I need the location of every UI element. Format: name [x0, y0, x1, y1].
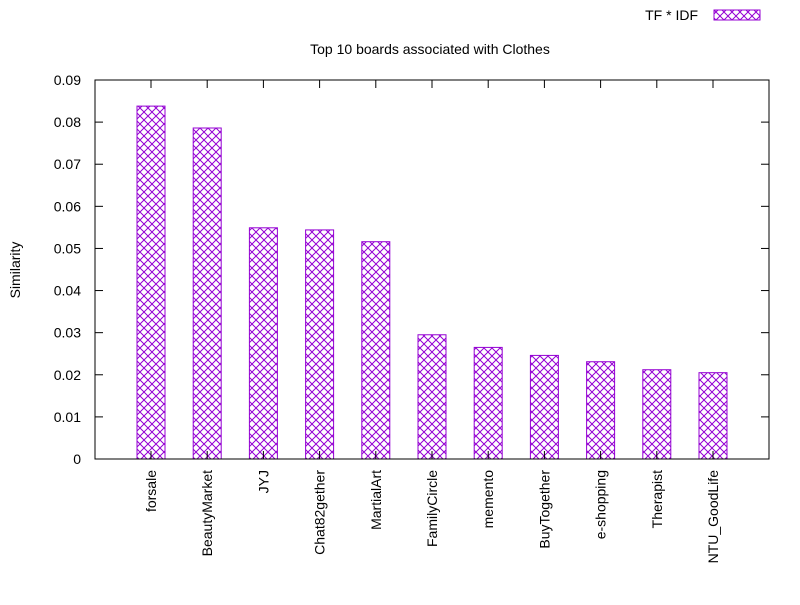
y-tick-label: 0	[73, 451, 81, 467]
y-tick-label: 0.06	[54, 198, 81, 214]
y-tick-label: 0.02	[54, 367, 81, 383]
bars	[136, 105, 728, 460]
bar	[361, 241, 391, 460]
x-tick-label: Therapist	[649, 470, 665, 528]
bar	[305, 229, 335, 460]
legend-swatch	[713, 9, 761, 21]
x-axis-labels: forsale BeautyMarket JYJ Chat82gether Martia…	[143, 80, 721, 563]
x-tick-label: e-shopping	[593, 470, 609, 539]
legend: TF * IDF	[645, 7, 761, 23]
y-axis-ticks: 0 0.01 0.02 0.03 0.04 0.05 0.06 0.07 0.08 0.09	[54, 72, 769, 467]
legend-label: TF * IDF	[645, 7, 698, 23]
bar	[698, 372, 728, 460]
y-tick-label: 0.01	[54, 409, 81, 425]
bar	[586, 361, 616, 460]
x-tick-label: JYJ	[255, 470, 271, 493]
bar	[642, 369, 672, 460]
y-tick-label: 0.08	[54, 114, 81, 130]
bar	[136, 105, 166, 460]
y-tick-label: 0.03	[54, 325, 81, 341]
chart-title: Top 10 boards associated with Clothes	[310, 41, 550, 57]
bar	[248, 227, 278, 460]
x-tick-label: memento	[480, 470, 496, 529]
y-tick-label: 0.05	[54, 240, 81, 256]
x-tick-label: NTU_GoodLife	[705, 470, 721, 564]
x-tick-label: Chat82gether	[312, 470, 328, 555]
x-tick-label: forsale	[143, 470, 159, 512]
bar	[417, 334, 447, 460]
y-tick-label: 0.09	[54, 72, 81, 88]
bar	[192, 127, 222, 460]
x-tick-label: MartialArt	[368, 470, 384, 530]
x-tick-label: BuyTogether	[536, 470, 552, 549]
bar	[473, 346, 503, 460]
y-tick-label: 0.04	[54, 283, 81, 299]
plot-area-border	[94, 79, 770, 460]
bar	[529, 354, 559, 460]
y-axis-label: Similarity	[7, 242, 23, 299]
y-tick-label: 0.07	[54, 156, 81, 172]
x-tick-label: BeautyMarket	[199, 470, 215, 556]
x-tick-label: FamilyCircle	[424, 470, 440, 547]
